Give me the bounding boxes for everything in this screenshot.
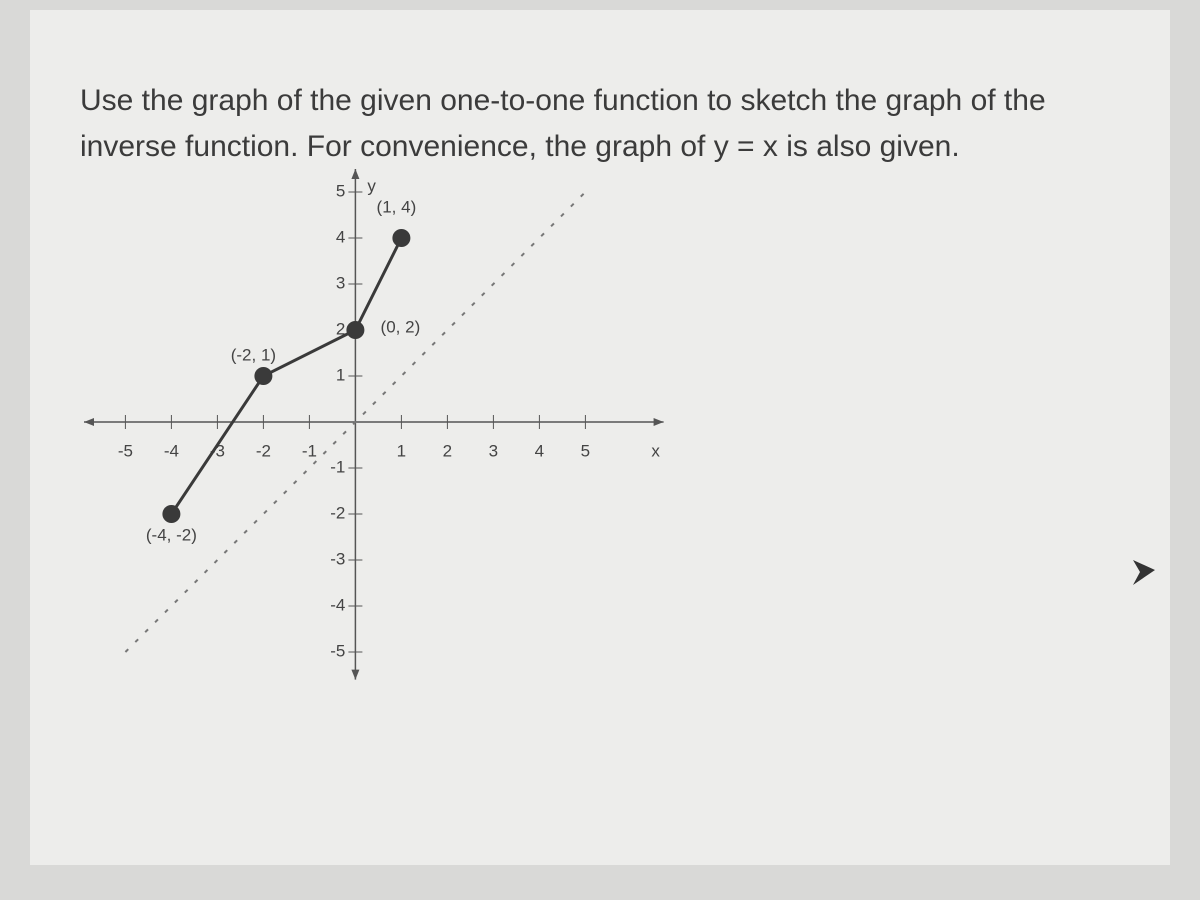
point-label: (0, 2) bbox=[381, 317, 421, 336]
x-tick-label: -4 bbox=[164, 441, 179, 460]
x-tick-label: 1 bbox=[397, 441, 406, 460]
y-tick-label: 2 bbox=[336, 319, 345, 338]
reference-line bbox=[124, 191, 587, 653]
function-line bbox=[170, 237, 403, 515]
x-tick-label: 3 bbox=[489, 441, 498, 460]
y-tick-label: -3 bbox=[330, 549, 345, 568]
y-tick-label: 5 bbox=[336, 181, 345, 200]
point-label: (-4, -2) bbox=[146, 525, 197, 544]
point bbox=[254, 367, 273, 385]
x-tick-label: -5 bbox=[118, 441, 133, 460]
y-tick-label: 4 bbox=[336, 227, 345, 246]
cursor bbox=[1133, 560, 1155, 585]
y-tick-label: -5 bbox=[330, 641, 345, 660]
question-text: Use the graph of the given one-to-one fu… bbox=[80, 84, 1046, 163]
x-axis-label: x bbox=[651, 441, 660, 460]
y-axis-label: y bbox=[367, 176, 376, 195]
x-tick-label: -3 bbox=[210, 441, 225, 460]
x-arrow bbox=[653, 418, 664, 426]
x-arrow bbox=[84, 418, 94, 426]
point bbox=[392, 229, 411, 247]
point-label: (1, 4) bbox=[377, 197, 417, 216]
y-tick-label: -4 bbox=[330, 595, 345, 614]
y-tick-label: -1 bbox=[330, 457, 345, 476]
x-tick-label: -2 bbox=[256, 441, 271, 460]
y-tick-label: 3 bbox=[336, 273, 345, 292]
x-tick-label: 2 bbox=[443, 441, 452, 460]
screen bbox=[30, 10, 1170, 865]
point-label: (-2, 1) bbox=[231, 345, 276, 364]
y-tick-label: 1 bbox=[336, 365, 345, 384]
y-arrow bbox=[351, 169, 360, 179]
point bbox=[162, 505, 181, 523]
y-arrow bbox=[351, 669, 360, 680]
point bbox=[346, 321, 365, 339]
x-tick-label: -1 bbox=[302, 441, 317, 460]
y-tick-label: -2 bbox=[330, 503, 345, 522]
x-tick-label: 4 bbox=[535, 441, 544, 460]
x-tick-label: 5 bbox=[581, 441, 590, 460]
